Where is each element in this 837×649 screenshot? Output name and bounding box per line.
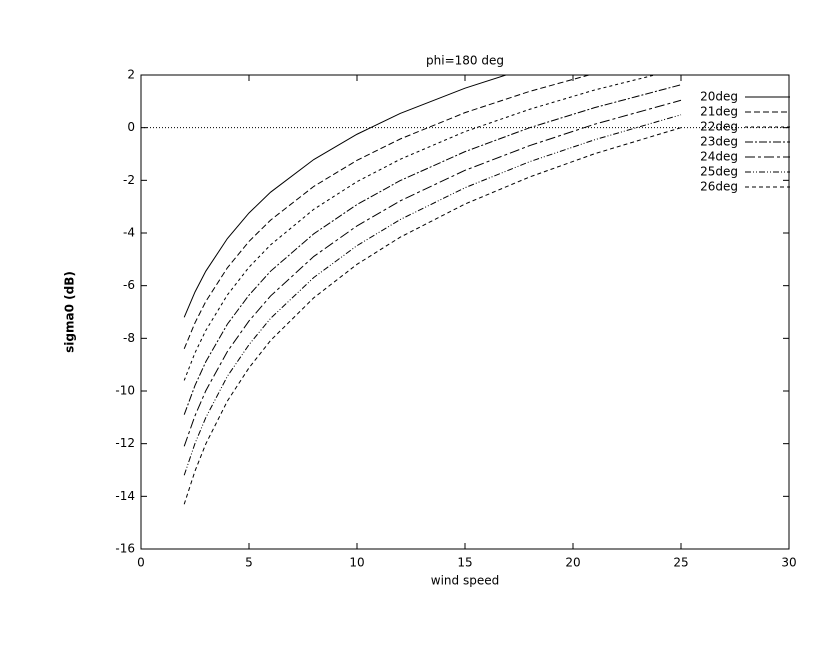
legend-label: 24deg	[700, 150, 738, 164]
y-tick-label: -8	[123, 331, 135, 345]
plot-area	[183, 75, 682, 505]
series-line	[183, 127, 682, 505]
x-axis-label: wind speed	[431, 574, 499, 588]
legend-label: 26deg	[700, 180, 738, 194]
y-tick-label: -6	[123, 278, 135, 292]
x-tick-label: 30	[781, 556, 796, 570]
x-tick-label: 5	[245, 556, 253, 570]
y-tick-label: -4	[123, 226, 135, 240]
x-tick-label: 10	[349, 556, 364, 570]
series-line	[183, 114, 682, 476]
x-tick-label: 25	[673, 556, 688, 570]
legend-label: 20deg	[700, 90, 738, 104]
y-tick-label: -16	[115, 542, 135, 556]
legend-label: 23deg	[700, 135, 738, 149]
legend-label: 21deg	[700, 105, 738, 119]
y-axis-label: sigma0 (dB)	[63, 271, 77, 353]
x-tick-label: 0	[137, 556, 145, 570]
y-tick-label: -2	[123, 173, 135, 187]
y-tick-label: -14	[115, 489, 135, 503]
x-tick-label: 15	[457, 556, 472, 570]
series-line	[183, 75, 591, 350]
series-line	[183, 84, 682, 415]
x-tick-label: 20	[565, 556, 580, 570]
plot-frame	[140, 74, 790, 550]
y-tick-label: 2	[127, 68, 135, 82]
chart-title: phi=180 deg	[426, 54, 504, 68]
legend-label: 25deg	[700, 165, 738, 179]
legend-label: 22deg	[700, 120, 738, 134]
series-line	[183, 75, 657, 381]
y-tick-label: -12	[115, 436, 135, 450]
series-line	[183, 99, 682, 447]
y-tick-label: 0	[127, 120, 135, 134]
series-line	[183, 75, 508, 318]
y-tick-label: -10	[115, 384, 135, 398]
